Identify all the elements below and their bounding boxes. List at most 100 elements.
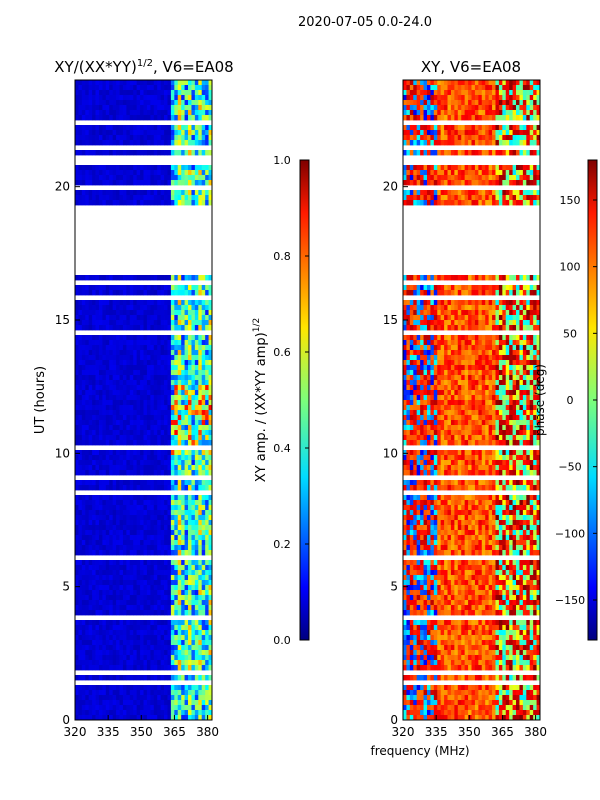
amplitude-heatmap-cell [75,635,79,641]
amplitude-heatmap-cell [78,110,83,116]
phase-heatmap-cell [478,85,483,91]
phase-heatmap-cell [403,100,407,106]
phase-heatmap-cell [430,135,435,141]
amplitude-heatmap-cell [205,450,209,456]
amplitude-heatmap-cell [208,370,212,376]
amplitude-heatmap-cell [177,500,182,506]
amplitude-heatmap-cell [205,190,209,196]
amplitude-heatmap-cell [133,655,138,661]
phase-heatmap-cell [440,195,445,201]
amplitude-heatmap-cell [78,305,83,311]
amplitude-heatmap-cell [146,630,151,636]
amplitude-heatmap-cell [198,105,203,111]
phase-heatmap-cell [471,285,476,291]
amplitude-heatmap-cell [75,545,79,551]
amplitude-heatmap-cell [167,665,172,671]
amplitude-heatmap-cell [191,565,196,571]
amplitude-heatmap-cell [102,200,107,206]
amplitude-heatmap-cell [129,420,134,426]
amplitude-heatmap-cell [119,545,124,551]
phase-heatmap-cell [430,140,435,146]
amplitude-heatmap-cell [157,200,162,206]
amplitude-heatmap-cell [75,110,79,116]
amplitude-heatmap-cell [112,180,117,186]
amplitude-heatmap-cell [153,515,158,521]
amplitude-heatmap-cell [92,460,96,466]
amplitude-heatmap-cell [146,540,151,546]
phase-heatmap-cell [474,300,479,306]
amplitude-heatmap-cell [112,460,117,466]
amplitude-heatmap-cell [201,395,206,401]
phase-heatmap-cell [536,150,540,156]
amplitude-heatmap-cell [143,350,148,356]
amplitude-heatmap-cell [92,345,96,351]
amplitude-heatmap-cell [181,95,185,101]
amplitude-heatmap-cell [102,195,107,201]
amplitude-heatmap-cell [122,575,127,581]
phase-heatmap-cell [502,95,507,101]
amplitude-heatmap-cell [85,465,90,471]
amplitude-heatmap-cell [157,710,162,716]
amplitude-heatmap-cell [92,80,96,86]
phase-heatmap-cell [409,285,414,291]
amplitude-heatmap-cell [105,500,110,506]
amplitude-heatmap-cell [112,675,117,681]
phase-heatmap-cell [529,195,534,201]
amplitude-heatmap-cell [112,610,117,616]
amplitude-heatmap-cell [119,300,124,306]
phase-heatmap-cell [512,275,517,281]
amplitude-heatmap-cell [188,590,192,596]
amplitude-heatmap-cell [146,380,151,386]
phase-heatmap-cell [474,125,479,131]
phase-heatmap-cell [464,190,469,196]
amplitude-heatmap-cell [191,610,196,616]
amplitude-heatmap-cell [75,700,79,706]
amplitude-heatmap-cell [119,195,124,201]
amplitude-heatmap-cell [116,165,120,171]
amplitude-heatmap-cell [129,405,134,411]
phase-heatmap-cell [409,290,414,296]
amplitude-heatmap-cell [205,355,209,361]
phase-heatmap-cell [437,95,442,101]
amplitude-heatmap-cell [98,285,103,291]
amplitude-heatmap-cell [105,140,110,146]
amplitude-heatmap-cell [126,140,131,146]
phase-heatmap-cell [430,285,435,291]
amplitude-heatmap-cell [95,95,100,101]
amplitude-x-tick-label: 320 [64,725,87,739]
amplitude-heatmap-cell [157,415,162,421]
phase-heatmap-cell [509,190,513,196]
amplitude-heatmap-cell [153,350,158,356]
amplitude-heatmap-cell [181,365,185,371]
phase-heatmap-cell [495,290,500,296]
amplitude-heatmap-cell [184,485,189,491]
amplitude-heatmap-cell [157,420,162,426]
amplitude-heatmap-cell [95,165,100,171]
phase-heatmap-cell [519,125,524,131]
amplitude-heatmap-cell [157,530,162,536]
amplitude-heatmap-cell [78,355,83,361]
phase-heatmap-cell [522,190,527,196]
amplitude-heatmap-cell [188,700,192,706]
phase-heatmap-cell [485,170,490,176]
amplitude-heatmap-cell [129,635,134,641]
amplitude-heatmap-cell [116,655,120,661]
amplitude-heatmap-cell [194,515,199,521]
phase-heatmap-cell [488,285,493,291]
amplitude-heatmap-cell [160,505,165,511]
amplitude-heatmap-cell [81,335,86,341]
amplitude-heatmap-cell [153,115,158,121]
amplitude-heatmap-cell [112,485,117,491]
amplitude-heatmap-cell [164,140,168,146]
amplitude-heatmap-cell [133,190,138,196]
amplitude-heatmap-cell [133,100,138,106]
phase-heatmap-cell [502,180,507,186]
amplitude-heatmap-cell [194,350,199,356]
phase-heatmap-cell [423,290,428,296]
amplitude-heatmap-cell [153,415,158,421]
amplitude-heatmap-cell [133,200,138,206]
amplitude-heatmap-cell [194,355,199,361]
amplitude-heatmap-cell [88,305,93,311]
amplitude-heatmap-cell [122,115,127,121]
amplitude-heatmap-cell [109,575,114,581]
